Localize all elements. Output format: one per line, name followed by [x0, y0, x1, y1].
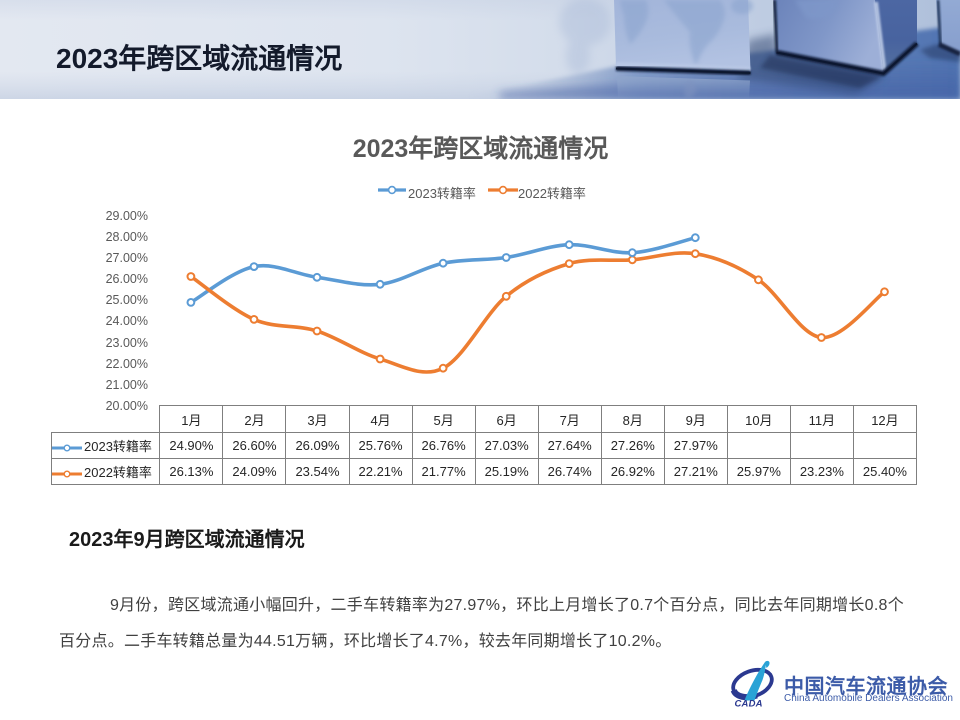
- svg-text:CADA: CADA: [735, 699, 763, 710]
